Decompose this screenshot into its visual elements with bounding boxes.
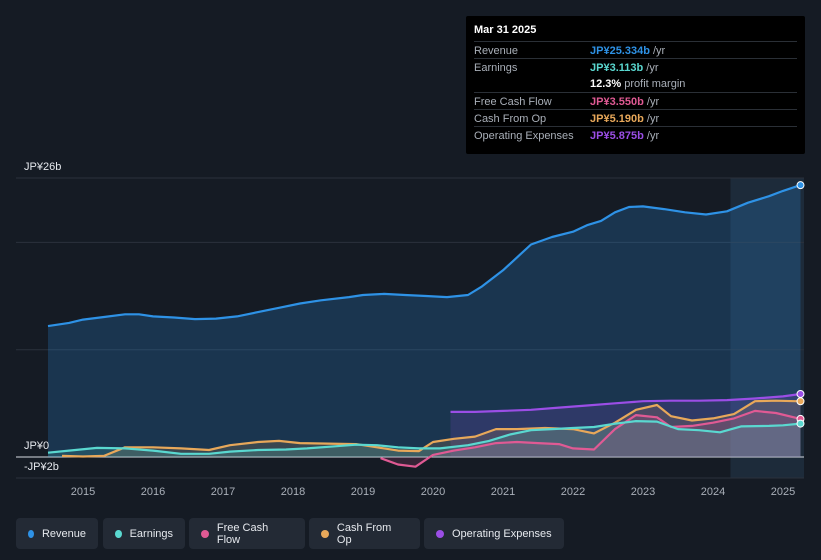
x-tick-label: 2017 xyxy=(211,486,235,498)
legend-item-earnings[interactable]: Earnings xyxy=(103,518,185,549)
x-tick-label: 2019 xyxy=(351,486,375,498)
tooltip-opex-unit: /yr xyxy=(643,130,660,142)
tooltip-cfo-unit: /yr xyxy=(643,113,660,125)
legend-label-earnings: Earnings xyxy=(129,527,173,540)
legend-label-opex: Operating Expenses xyxy=(452,527,552,540)
y-label-zero: JP¥0 xyxy=(24,440,49,452)
tooltip-row-opex: Operating Expenses JP¥5.875b /yr xyxy=(474,126,797,144)
tooltip-panel: Mar 31 2025 Revenue JP¥25.334b /yr Earni… xyxy=(466,16,805,154)
x-tick-label: 2020 xyxy=(421,486,445,498)
tooltip-fcf-unit: /yr xyxy=(643,96,660,108)
end-dot-earnings xyxy=(796,419,805,428)
x-tick-label: 2023 xyxy=(631,486,655,498)
tooltip-opex-label: Operating Expenses xyxy=(474,130,574,142)
tooltip-fcf-label: Free Cash Flow xyxy=(474,96,552,108)
line-cash-from-op xyxy=(61,399,801,458)
tooltip-row-margin: 12.3% profit margin xyxy=(474,75,797,92)
tooltip-row-cfo: Cash From Op JP¥5.190b /yr xyxy=(474,109,797,127)
x-tick-label: 2025 xyxy=(771,486,795,498)
tooltip-earnings-value: JP¥3.113b xyxy=(590,62,644,74)
area-revenue xyxy=(48,185,801,457)
legend-label-cfo: Cash From Op xyxy=(336,521,392,546)
tooltip-revenue-unit: /yr xyxy=(649,45,666,57)
tooltip-fcf-value: JP¥3.550b xyxy=(590,96,644,108)
x-tick-label: 2021 xyxy=(491,486,515,498)
tooltip-row-earnings: Earnings JP¥3.113b /yr xyxy=(474,58,797,76)
legend-dot-revenue xyxy=(28,529,34,538)
y-label-bottom: -JP¥2b xyxy=(24,461,59,473)
tooltip-opex-value: JP¥5.875b xyxy=(590,130,644,142)
legend-label-revenue: Revenue xyxy=(41,527,86,540)
legend-label-fcf: Free Cash Flow xyxy=(216,521,269,546)
line-free-cash-flow xyxy=(380,409,801,468)
tooltip-cfo-value: JP¥5.190b xyxy=(590,113,644,125)
x-tick-label: 2024 xyxy=(701,486,725,498)
legend-item-opex[interactable]: Operating Expenses xyxy=(424,518,564,549)
area-cash-from-op xyxy=(62,400,801,457)
tooltip-date: Mar 31 2025 xyxy=(474,24,537,36)
x-tick-label: 2018 xyxy=(281,486,305,498)
tooltip-row-fcf: Free Cash Flow JP¥3.550b /yr xyxy=(474,92,797,110)
legend-item-fcf[interactable]: Free Cash Flow xyxy=(189,518,305,549)
legend-dot-fcf xyxy=(201,529,209,538)
tooltip-earnings-label: Earnings xyxy=(474,62,518,74)
end-dot-revenue xyxy=(796,181,805,190)
x-tick-label: 2016 xyxy=(141,486,165,498)
line-operating-expenses xyxy=(450,392,801,413)
legend-item-cfo[interactable]: Cash From Op xyxy=(309,518,420,549)
legend-dot-opex xyxy=(436,529,444,538)
tooltip-row-revenue: Revenue JP¥25.334b /yr xyxy=(474,41,797,59)
legend-item-revenue[interactable]: Revenue xyxy=(16,518,98,549)
legend-dot-cfo xyxy=(321,529,329,538)
tooltip-revenue-value: JP¥25.334b xyxy=(590,45,650,57)
x-tick-label: 2015 xyxy=(71,486,95,498)
x-tick-label: 2022 xyxy=(561,486,585,498)
y-label-top: JP¥26b xyxy=(24,161,61,173)
highlight-band xyxy=(730,178,804,478)
tooltip-margin-label: profit margin xyxy=(621,78,686,90)
end-dot-cash-from-op xyxy=(796,397,805,406)
end-dot-operating-expenses xyxy=(796,389,805,398)
legend-dot-earnings xyxy=(115,529,122,538)
tooltip-earnings-unit: /yr xyxy=(643,62,659,74)
line-revenue xyxy=(47,184,801,328)
tooltip-cfo-label: Cash From Op xyxy=(474,113,547,125)
line-earnings xyxy=(47,420,801,455)
area-earnings xyxy=(48,421,801,457)
tooltip-revenue-label: Revenue xyxy=(474,45,519,57)
area-free-cash-flow xyxy=(380,410,801,467)
tooltip-margin-value: 12.3% xyxy=(590,78,622,90)
